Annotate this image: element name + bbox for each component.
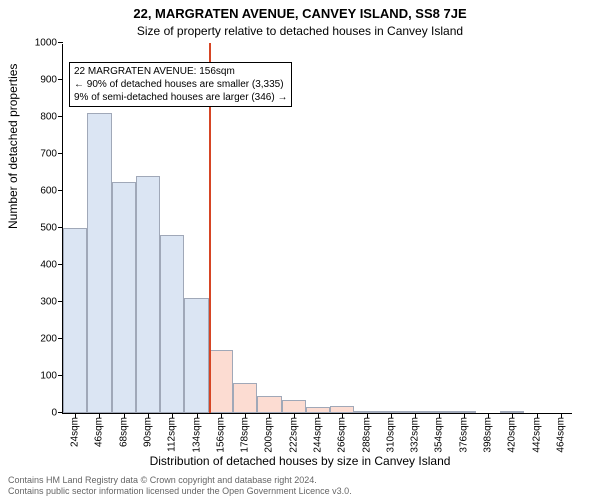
- x-tick-mark: [439, 413, 440, 418]
- y-tick-mark: [58, 79, 63, 80]
- histogram-bar: [87, 113, 111, 413]
- histogram-bar: [184, 298, 208, 413]
- x-tick-label: 244sqm: [313, 417, 324, 453]
- x-tick-label: 46sqm: [94, 417, 105, 447]
- x-tick-mark: [537, 413, 538, 418]
- histogram-bar: [136, 176, 160, 413]
- y-tick-label: 300: [40, 297, 63, 308]
- y-tick-label: 1000: [35, 38, 63, 49]
- x-tick-mark: [415, 413, 416, 418]
- x-tick-label: 156sqm: [215, 417, 226, 453]
- footer-line: Contains public sector information licen…: [8, 486, 352, 498]
- histogram-bar: [282, 400, 306, 413]
- histogram-bar: [112, 182, 136, 413]
- chart-subtitle: Size of property relative to detached ho…: [0, 24, 600, 38]
- x-tick-mark: [561, 413, 562, 418]
- x-axis-label: Distribution of detached houses by size …: [0, 454, 600, 468]
- y-tick-label: 800: [40, 112, 63, 123]
- histogram-bar: [160, 235, 184, 413]
- x-tick-mark: [148, 413, 149, 418]
- footer-line: Contains HM Land Registry data © Crown c…: [8, 475, 352, 487]
- footer-attribution: Contains HM Land Registry data © Crown c…: [8, 475, 352, 498]
- y-tick-label: 400: [40, 260, 63, 271]
- x-tick-label: 288sqm: [361, 417, 372, 453]
- x-tick-mark: [75, 413, 76, 418]
- x-tick-mark: [318, 413, 319, 418]
- x-tick-label: 464sqm: [555, 417, 566, 453]
- annotation-line: 9% of semi-detached houses are larger (3…: [74, 91, 287, 104]
- y-tick-mark: [58, 153, 63, 154]
- x-tick-mark: [99, 413, 100, 418]
- histogram-bar: [209, 350, 233, 413]
- x-tick-mark: [342, 413, 343, 418]
- x-tick-label: 420sqm: [507, 417, 518, 453]
- x-tick-label: 442sqm: [531, 417, 542, 453]
- y-tick-label: 900: [40, 75, 63, 86]
- y-tick-mark: [58, 42, 63, 43]
- x-tick-label: 112sqm: [167, 417, 178, 452]
- annotation-line: 22 MARGRATEN AVENUE: 156sqm: [74, 65, 287, 78]
- y-axis-label: Number of detached properties: [6, 64, 20, 229]
- x-tick-mark: [245, 413, 246, 418]
- x-tick-label: 222sqm: [288, 417, 299, 453]
- x-tick-label: 398sqm: [483, 417, 494, 453]
- x-tick-mark: [391, 413, 392, 418]
- y-tick-label: 100: [40, 371, 63, 382]
- x-tick-mark: [294, 413, 295, 418]
- plot-area: 0100200300400500600700800900100024sqm46s…: [62, 44, 572, 414]
- x-tick-mark: [124, 413, 125, 418]
- x-tick-label: 24sqm: [70, 417, 81, 447]
- histogram-bar: [330, 406, 354, 413]
- y-tick-label: 500: [40, 223, 63, 234]
- x-tick-label: 354sqm: [434, 417, 445, 453]
- y-tick-mark: [58, 190, 63, 191]
- annotation-box: 22 MARGRATEN AVENUE: 156sqm← 90% of deta…: [69, 62, 292, 107]
- annotation-line: ← 90% of detached houses are smaller (3,…: [74, 78, 287, 91]
- x-tick-mark: [221, 413, 222, 418]
- y-tick-mark: [58, 116, 63, 117]
- y-tick-label: 600: [40, 186, 63, 197]
- y-tick-label: 700: [40, 149, 63, 160]
- x-tick-label: 178sqm: [240, 417, 251, 453]
- x-tick-label: 134sqm: [191, 417, 202, 453]
- x-tick-mark: [367, 413, 368, 418]
- x-tick-mark: [269, 413, 270, 418]
- y-tick-label: 0: [51, 408, 63, 419]
- histogram-bar: [257, 396, 281, 413]
- x-tick-label: 90sqm: [143, 417, 154, 447]
- x-tick-label: 310sqm: [385, 417, 396, 453]
- histogram-bar: [63, 228, 87, 413]
- y-tick-label: 200: [40, 334, 63, 345]
- x-tick-mark: [172, 413, 173, 418]
- histogram-bar: [233, 383, 257, 413]
- x-tick-mark: [488, 413, 489, 418]
- x-tick-mark: [464, 413, 465, 418]
- x-tick-label: 376sqm: [458, 417, 469, 453]
- chart-title: 22, MARGRATEN AVENUE, CANVEY ISLAND, SS8…: [0, 6, 600, 21]
- x-tick-label: 266sqm: [337, 417, 348, 453]
- x-tick-mark: [512, 413, 513, 418]
- x-tick-label: 68sqm: [118, 417, 129, 447]
- x-tick-label: 200sqm: [264, 417, 275, 453]
- x-tick-mark: [197, 413, 198, 418]
- x-tick-label: 332sqm: [410, 417, 421, 453]
